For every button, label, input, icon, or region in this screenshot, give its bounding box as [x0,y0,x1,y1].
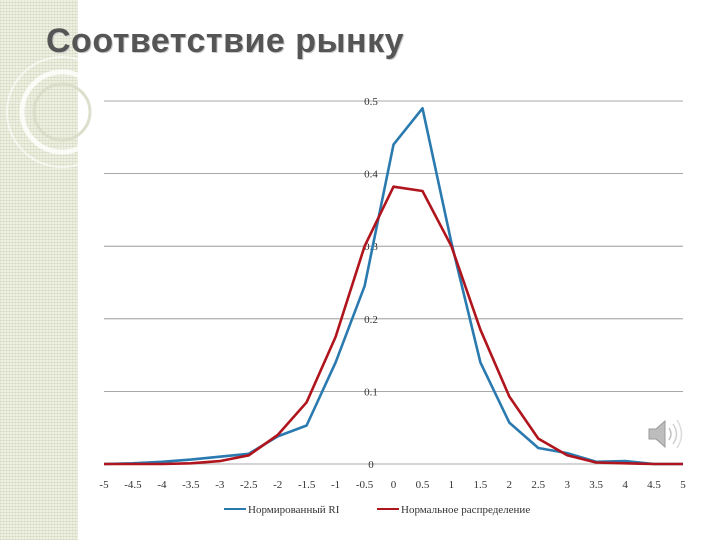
x-tick-label: 0.5 [416,479,430,491]
x-tick-label: -1 [331,479,340,491]
x-tick-label: -4.5 [124,479,142,491]
x-tick-label: 0 [391,479,397,491]
x-axis-ticks: -5 -4.5 -4 -3.5 -3 -2.5 -2 -1.5 -1 -0.5 0 0.5 1 1.5 2 2… [99,479,686,491]
x-tick-label: 3.5 [589,479,603,491]
chart-legend: Нормированный RI Нормальное распределение [224,504,530,516]
x-tick-label: 1 [449,479,455,491]
x-tick-label: -1.5 [298,479,316,491]
decorative-circles [6,56,118,168]
x-tick-label: -5 [99,479,109,491]
x-tick-label: 2 [507,479,513,491]
x-tick-label: -3 [215,479,225,491]
x-tick-label: 1.5 [473,479,487,491]
x-tick-label: -0.5 [356,479,374,491]
x-tick-label: -3.5 [182,479,200,491]
x-tick-label: 4.5 [647,479,661,491]
y-tick-label: 0.1 [364,386,378,398]
x-tick-label: -4 [157,479,167,491]
speaker-icon[interactable] [645,416,685,452]
legend-label: Нормированный RI [248,504,340,516]
series-line-2 [104,185,683,466]
x-tick-label: 3 [564,479,570,491]
x-tick-label: -2.5 [240,479,258,491]
series-line-1 [103,107,683,466]
slide-side-pattern [0,0,78,540]
y-tick-label: 0.4 [364,169,378,181]
chart-grid [104,100,683,465]
y-tick-label: 0.5 [364,96,378,108]
y-tick-label: 0.2 [364,314,378,326]
x-tick-label: -2 [273,479,282,491]
chart-series [103,107,683,466]
slide-title: Соответствие рынку [46,22,404,60]
x-tick-label: 2.5 [531,479,545,491]
y-tick-label: 0 [368,459,374,471]
x-tick-label: 4 [622,479,628,491]
legend-label: Нормальное распределение [401,504,530,516]
x-tick-label: 5 [680,479,686,491]
